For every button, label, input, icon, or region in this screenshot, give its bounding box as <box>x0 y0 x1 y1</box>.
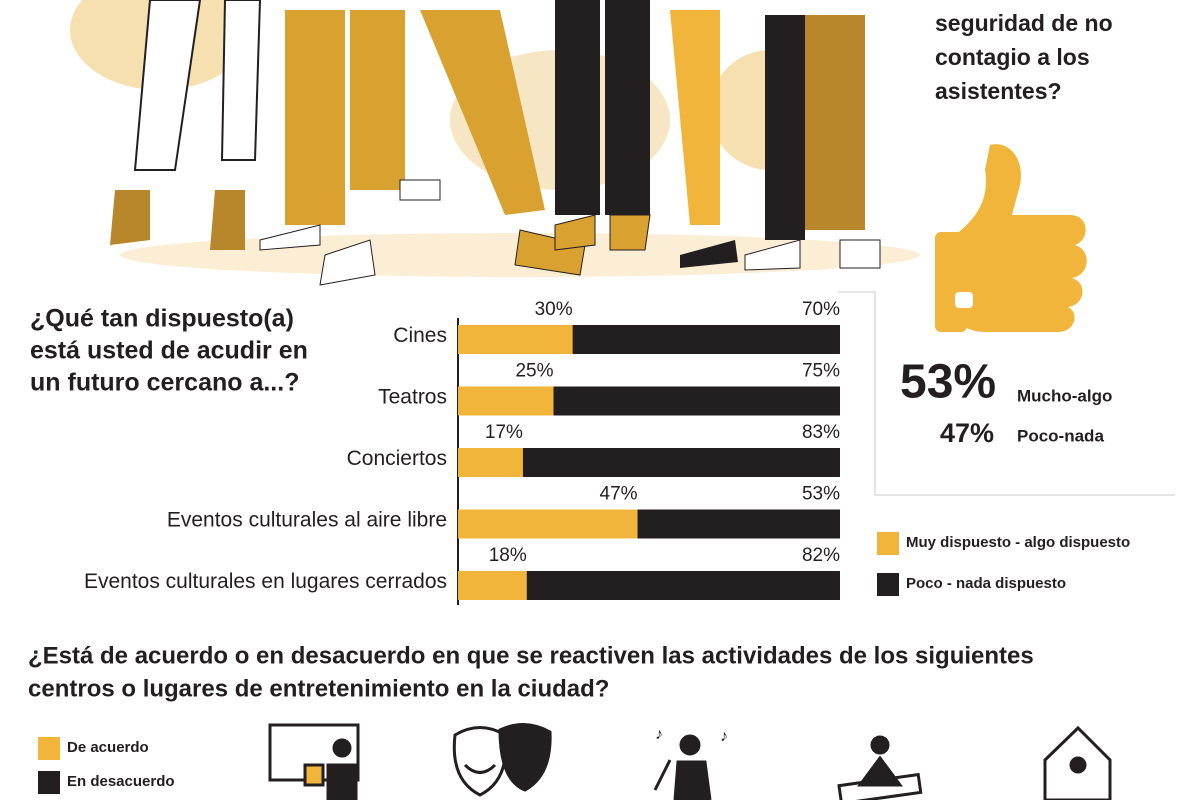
bar-segment <box>572 325 840 354</box>
legend-label: Muy dispuesto - algo dispuesto <box>906 534 1130 551</box>
bar-segment <box>637 509 840 539</box>
legend-swatch <box>877 573 899 596</box>
value-label: 30% <box>535 299 573 320</box>
bar-segment <box>458 386 554 416</box>
venue-icons: ♪ ♪ <box>268 723 1112 800</box>
legend-swatch <box>38 771 60 794</box>
section-title: ¿Está de acuerdo o en desacuerdo en que … <box>28 642 1034 669</box>
bar-segment <box>458 509 638 539</box>
chart-title: un futuro cercano a...? <box>30 369 299 397</box>
plot: Cines 30% 70% Teatros 25% 75% Conciertos 17% 83%… <box>84 299 840 600</box>
value-label: 47% <box>600 484 638 505</box>
value-label: 75% <box>802 361 840 382</box>
svg-text:♪: ♪ <box>655 726 663 743</box>
bar-segment <box>458 571 527 600</box>
value-label: 83% <box>802 422 840 443</box>
stat-label: Mucho-algo <box>1017 386 1112 405</box>
svg-text:♪: ♪ <box>720 728 728 745</box>
panel-frame <box>838 291 1175 496</box>
legend-swatch <box>38 737 60 760</box>
legend-label: De acuerdo <box>67 739 149 756</box>
thumbs-up-icon <box>935 144 1087 332</box>
panel-question: asistentes? <box>935 78 1062 104</box>
illustration <box>70 0 920 286</box>
panel-question: seguridad de no <box>935 10 1113 36</box>
bar-segment <box>458 448 523 477</box>
value-label: 25% <box>515 361 553 382</box>
bar-segment <box>522 448 840 477</box>
panel-question: contagio a los <box>935 44 1090 70</box>
legend-swatch <box>877 532 899 555</box>
category-label: Cines <box>393 324 447 347</box>
bar-segment <box>526 571 840 600</box>
bar-segment <box>458 325 573 354</box>
stat-value: 53% <box>900 356 996 409</box>
category-label: Teatros <box>378 386 447 409</box>
legend-label: Poco - nada dispuesto <box>906 575 1066 592</box>
legend: Muy dispuesto - algo dispuesto Poco - nad… <box>877 532 1130 596</box>
value-label: 53% <box>802 484 840 505</box>
chart-title: está usted de acudir en <box>30 337 308 365</box>
bar-segment <box>553 386 840 416</box>
value-label: 17% <box>485 422 523 443</box>
category-label: Eventos culturales en lugares cerrados <box>84 570 447 593</box>
stat-label: Poco-nada <box>1017 426 1104 445</box>
legend-label: En desacuerdo <box>67 773 175 790</box>
category-label: Eventos culturales al aire libre <box>167 509 447 532</box>
chart-title: ¿Qué tan dispuesto(a) <box>30 305 294 333</box>
category-label: Conciertos <box>347 447 447 470</box>
value-label: 18% <box>489 545 527 566</box>
legend: De acuerdo En desacuerdo <box>38 737 175 794</box>
stat-value: 47% <box>940 418 994 448</box>
value-label: 82% <box>802 545 840 566</box>
section-title: centros o lugares de entretenimiento en … <box>28 675 609 702</box>
value-label: 70% <box>802 299 840 320</box>
